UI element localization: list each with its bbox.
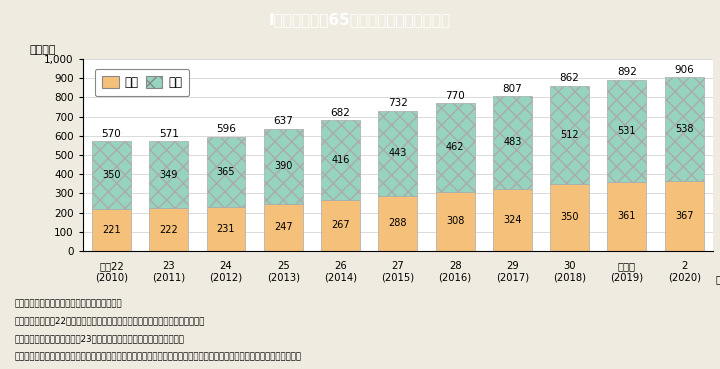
Text: 531: 531 bbox=[618, 126, 636, 136]
Text: 30: 30 bbox=[563, 262, 576, 272]
Bar bbox=[264, 204, 302, 251]
Text: 682: 682 bbox=[330, 107, 351, 118]
Bar bbox=[321, 200, 360, 251]
Text: 349: 349 bbox=[160, 170, 178, 180]
Text: (2018): (2018) bbox=[553, 272, 586, 282]
Text: (2017): (2017) bbox=[496, 272, 529, 282]
Text: 267: 267 bbox=[331, 220, 350, 230]
Bar bbox=[436, 192, 474, 251]
Text: 324: 324 bbox=[503, 215, 521, 225]
Text: (2011): (2011) bbox=[152, 272, 185, 282]
Text: (2014): (2014) bbox=[324, 272, 357, 282]
Text: 247: 247 bbox=[274, 222, 292, 232]
Text: 350: 350 bbox=[560, 212, 579, 223]
Text: 443: 443 bbox=[389, 148, 407, 158]
Bar bbox=[378, 111, 418, 196]
Text: 538: 538 bbox=[675, 124, 693, 134]
Text: 222: 222 bbox=[159, 225, 178, 235]
Text: 361: 361 bbox=[618, 211, 636, 221]
Bar bbox=[608, 182, 647, 251]
Bar bbox=[493, 96, 532, 189]
Bar bbox=[378, 196, 418, 251]
Text: 2: 2 bbox=[681, 262, 688, 272]
Text: 416: 416 bbox=[331, 155, 350, 165]
Text: 平成22: 平成22 bbox=[99, 262, 124, 272]
Text: (2019): (2019) bbox=[611, 272, 644, 282]
Text: 906: 906 bbox=[675, 65, 694, 75]
Bar bbox=[665, 180, 703, 251]
Text: 27: 27 bbox=[392, 262, 404, 272]
Text: 令和元: 令和元 bbox=[618, 262, 636, 272]
Bar bbox=[608, 80, 647, 182]
Bar bbox=[264, 129, 302, 204]
Text: （万人）: （万人） bbox=[30, 45, 55, 55]
Text: 367: 367 bbox=[675, 211, 693, 221]
Text: 512: 512 bbox=[560, 130, 579, 139]
Text: 350: 350 bbox=[102, 170, 121, 180]
Legend: 女性, 男性: 女性, 男性 bbox=[95, 69, 189, 96]
Text: （年）: （年） bbox=[716, 274, 720, 284]
Text: (2015): (2015) bbox=[381, 272, 415, 282]
Text: 308: 308 bbox=[446, 216, 464, 226]
Text: 807: 807 bbox=[503, 84, 522, 94]
Text: 25: 25 bbox=[277, 262, 289, 272]
Bar bbox=[149, 141, 188, 208]
Bar bbox=[207, 207, 246, 251]
Text: 862: 862 bbox=[559, 73, 580, 83]
Bar bbox=[550, 184, 589, 251]
Text: 462: 462 bbox=[446, 142, 464, 152]
Bar bbox=[550, 86, 589, 184]
Text: 770: 770 bbox=[445, 91, 465, 101]
Text: 288: 288 bbox=[389, 218, 407, 228]
Text: (2020): (2020) bbox=[667, 272, 701, 282]
Text: 571: 571 bbox=[159, 129, 179, 139]
Text: （備考）１．总务省「労働力調査」より作成。: （備考）１．总务省「労働力調査」より作成。 bbox=[14, 299, 122, 308]
Bar bbox=[665, 77, 703, 180]
Text: 221: 221 bbox=[102, 225, 121, 235]
Text: ２．平成22年から２８年までの値は，時系列接続用数値を用いている。: ２．平成22年から２８年までの値は，時系列接続用数値を用いている。 bbox=[14, 317, 204, 325]
Text: 365: 365 bbox=[217, 166, 235, 177]
Text: 637: 637 bbox=[274, 116, 293, 127]
Text: (2012): (2012) bbox=[210, 272, 243, 282]
Bar bbox=[92, 141, 131, 208]
Text: 28: 28 bbox=[449, 262, 462, 272]
Bar bbox=[207, 137, 246, 207]
Text: ４．就業者数は，小数点第１位を四捨五入しているため，男性及び女性の合計数と就業者総数が異なる場合がある。: ４．就業者数は，小数点第１位を四捨五入しているため，男性及び女性の合計数と就業者… bbox=[14, 352, 302, 361]
Text: ３．就業者数の平成23年値は，总务省が補完的に推計した値。: ３．就業者数の平成23年値は，总务省が補完的に推計した値。 bbox=[14, 334, 184, 343]
Text: 596: 596 bbox=[216, 124, 236, 134]
Bar bbox=[149, 208, 188, 251]
Bar bbox=[321, 120, 360, 200]
Text: (2010): (2010) bbox=[95, 272, 128, 282]
Text: 732: 732 bbox=[388, 99, 408, 108]
Text: I－６－５図　65歳以上の就業者数の推移: I－６－５図 65歳以上の就業者数の推移 bbox=[269, 12, 451, 27]
Text: 570: 570 bbox=[102, 129, 121, 139]
Text: 390: 390 bbox=[274, 161, 292, 171]
Text: 26: 26 bbox=[334, 262, 347, 272]
Text: 483: 483 bbox=[503, 137, 521, 147]
Text: 29: 29 bbox=[506, 262, 518, 272]
Bar bbox=[493, 189, 532, 251]
Bar bbox=[436, 103, 474, 192]
Text: 892: 892 bbox=[617, 68, 636, 77]
Bar bbox=[92, 208, 131, 251]
Text: (2016): (2016) bbox=[438, 272, 472, 282]
Text: 231: 231 bbox=[217, 224, 235, 234]
Text: 24: 24 bbox=[220, 262, 233, 272]
Text: (2013): (2013) bbox=[266, 272, 300, 282]
Text: 23: 23 bbox=[163, 262, 175, 272]
